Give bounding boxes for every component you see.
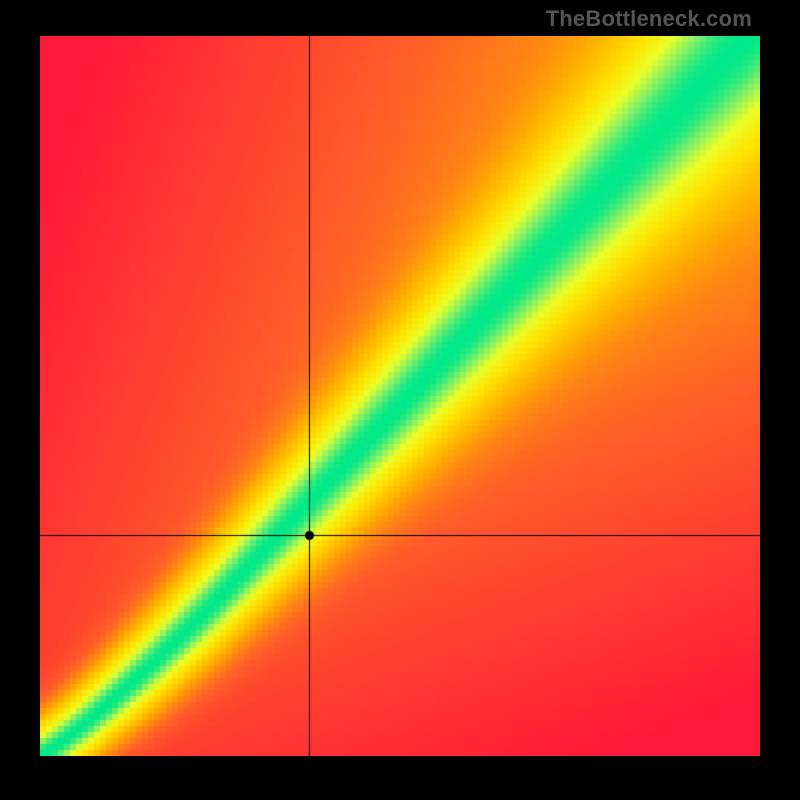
watermark-text: TheBottleneck.com bbox=[546, 6, 752, 32]
chart-frame: { "watermark": { "text": "TheBottleneck.… bbox=[0, 0, 800, 800]
crosshair-overlay bbox=[40, 36, 760, 756]
